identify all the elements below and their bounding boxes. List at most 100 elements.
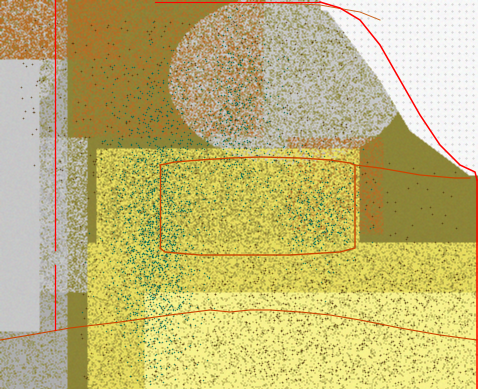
Point [169,131,176,137]
Point [228,152,235,158]
Point [300,175,308,181]
Point [142,177,150,184]
Point [231,138,239,144]
Point [179,310,186,317]
Point [161,206,169,212]
Point [138,186,146,193]
Point [76,223,84,229]
Point [207,167,215,173]
Point [181,270,189,277]
Point [227,274,234,280]
Point [199,238,207,245]
Point [267,372,274,378]
Point [233,151,240,157]
Point [147,40,154,47]
Point [182,257,189,263]
Point [153,235,161,242]
Point [227,172,235,178]
Point [187,141,195,147]
Point [443,357,451,363]
Point [278,212,286,218]
Point [252,319,260,325]
Point [231,100,239,107]
Point [230,354,238,361]
Point [119,154,127,160]
Point [394,297,402,303]
Point [153,168,161,175]
Point [382,356,390,362]
Point [97,309,105,315]
Point [241,346,249,352]
Point [148,237,156,243]
Point [396,306,403,312]
Point [103,141,111,147]
Point [301,283,308,289]
Point [369,317,377,323]
Point [149,263,156,270]
Point [392,366,400,372]
Point [365,317,372,323]
Point [321,279,328,286]
Point [327,211,335,217]
Point [151,364,158,370]
Point [214,32,222,39]
Point [116,141,124,147]
Point [246,96,254,103]
Point [306,220,314,226]
Point [167,180,175,187]
Point [412,332,420,338]
Point [370,333,378,340]
Point [188,164,196,170]
Point [165,43,173,49]
Point [153,118,161,124]
Point [345,364,353,370]
Point [238,173,246,179]
Point [133,263,141,269]
Point [221,42,229,49]
Point [300,260,307,266]
Point [100,205,108,211]
Point [349,159,357,166]
Point [182,253,190,259]
Point [159,322,167,329]
Point [146,221,154,227]
Point [341,233,349,239]
Point [218,42,226,49]
Point [216,156,224,162]
Point [296,212,304,218]
Point [145,253,153,259]
Point [277,167,285,173]
Point [173,364,181,370]
Point [150,179,157,185]
Point [410,239,418,245]
Point [109,165,117,172]
Point [249,292,256,298]
Point [162,209,169,215]
Point [182,345,189,351]
Point [185,198,193,204]
Point [107,173,115,179]
Point [126,310,133,316]
Point [133,180,141,186]
Point [79,291,87,297]
Point [137,226,145,232]
Point [163,60,171,66]
Point [436,332,444,338]
Point [80,372,88,378]
Point [154,166,162,173]
Point [294,193,302,200]
Point [337,315,345,321]
Point [210,305,217,311]
Point [73,117,80,124]
Point [346,373,353,379]
Point [130,264,138,270]
Point [82,375,90,381]
Point [396,328,403,335]
Point [217,205,225,211]
Point [283,110,291,116]
Point [313,314,320,320]
Point [295,189,303,195]
Point [154,210,162,216]
Point [169,211,177,217]
Point [135,251,143,257]
